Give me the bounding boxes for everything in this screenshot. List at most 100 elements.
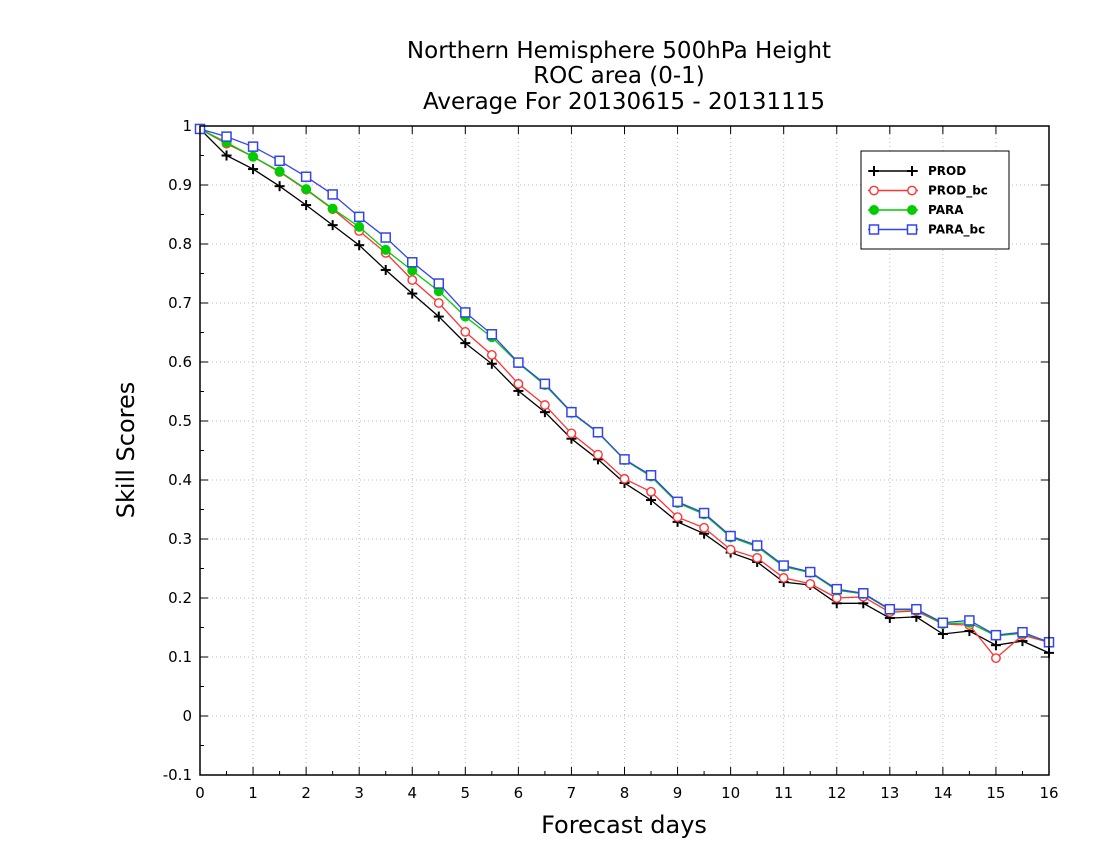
- data-point: [990, 629, 1002, 641]
- x-tick-label: 10: [721, 784, 740, 802]
- y-axis-label: Skill Scores: [112, 382, 140, 519]
- data-point: [540, 400, 550, 410]
- data-point: [751, 540, 763, 551]
- y-tick-label: 1: [182, 117, 192, 135]
- data-point: [539, 378, 551, 390]
- data-point: [248, 151, 259, 162]
- data-point: [354, 240, 365, 251]
- data-point: [778, 573, 789, 583]
- data-point: [301, 200, 312, 211]
- data-point: [593, 449, 603, 460]
- chart-title-line-3: Average For 20130615 - 20131115: [423, 89, 825, 115]
- legend-marker-left: [869, 185, 879, 196]
- legend-marker-right: [907, 205, 917, 215]
- y-tick-label: 0.9: [168, 176, 192, 194]
- data-point: [460, 307, 471, 318]
- y-tick-label: 0.3: [168, 530, 192, 548]
- x-tick-label: 3: [354, 784, 364, 802]
- axis-ticks: 0 1 2 3 4 5 6 7 8 9 10 11 12 13 14 15 16-0.100.10.20.30.…: [163, 117, 1059, 802]
- data-point: [380, 264, 391, 275]
- data-point: [964, 615, 975, 626]
- x-axis-label: Forecast days: [541, 811, 707, 839]
- data-point: [380, 244, 391, 255]
- y-tick-label: 0.2: [168, 589, 192, 607]
- data-point: [937, 628, 948, 639]
- x-tick-label: 5: [461, 784, 471, 802]
- data-point: [566, 406, 577, 418]
- data-point: [274, 155, 285, 167]
- data-point: [407, 288, 418, 299]
- data-point: [698, 507, 710, 519]
- x-tick-label: 6: [514, 784, 524, 802]
- data-point: [804, 566, 816, 578]
- y-tick-label: 0.5: [168, 412, 192, 430]
- legend-entry: PARA: [868, 203, 964, 217]
- x-tick-label: 14: [933, 784, 952, 802]
- data-point: [1017, 626, 1028, 638]
- data-point: [327, 220, 338, 231]
- data-point: [566, 428, 577, 439]
- data-point: [248, 164, 259, 175]
- legend-marker-right: [906, 224, 918, 235]
- data-point: [752, 552, 763, 563]
- data-point: [725, 530, 736, 542]
- x-tick-label: 0: [195, 784, 205, 802]
- data-point: [645, 470, 657, 481]
- x-tick-label: 11: [774, 784, 793, 802]
- data-point: [460, 338, 471, 349]
- data-point: [937, 617, 949, 629]
- x-tick-label: 2: [301, 784, 311, 802]
- legend-entry: PROD: [868, 164, 966, 178]
- data-point: [460, 327, 471, 337]
- data-point: [991, 653, 1001, 664]
- data-point: [221, 150, 232, 161]
- legend-marker-left: [869, 205, 879, 215]
- legend-label: PROD: [928, 164, 966, 178]
- data-point: [380, 232, 391, 243]
- x-tick-label: 12: [827, 784, 846, 802]
- x-tick-label: 8: [620, 784, 630, 802]
- series-para-bc: [194, 123, 1055, 648]
- data-point: [778, 560, 789, 571]
- data-point: [805, 578, 816, 589]
- data-point: [911, 603, 922, 615]
- data-point: [353, 211, 365, 223]
- data-point: [433, 311, 444, 322]
- data-point: [884, 603, 896, 615]
- data-point: [407, 257, 418, 268]
- y-tick-label: 0.4: [168, 471, 192, 489]
- legend-label: PARA_bc: [928, 223, 985, 238]
- legend-marker-right: [907, 185, 917, 196]
- data-point: [301, 184, 312, 195]
- data-point: [592, 426, 604, 438]
- y-tick-label: 0.6: [168, 353, 192, 371]
- x-tick-label: 9: [673, 784, 683, 802]
- x-tick-label: 15: [986, 784, 1005, 802]
- legend-label: PROD_bc: [928, 184, 988, 199]
- x-tick-label: 1: [248, 784, 258, 802]
- data-point: [327, 203, 338, 214]
- data-point: [247, 141, 259, 152]
- data-point: [619, 454, 630, 465]
- chart-title-line-2: ROC area (0-1): [533, 63, 705, 89]
- data-point: [619, 473, 630, 484]
- data-point: [646, 486, 656, 497]
- data-point: [354, 221, 365, 232]
- data-point: [486, 329, 498, 340]
- x-tick-label: 4: [407, 784, 417, 802]
- data-point: [327, 189, 338, 200]
- data-point: [513, 378, 524, 389]
- legend-label: PARA: [928, 203, 964, 217]
- data-point: [407, 275, 418, 285]
- legend: PROD PROD_bc PARA PARA_bc: [860, 150, 1010, 250]
- x-tick-label: 16: [1039, 784, 1058, 802]
- legend-marker-left: [869, 166, 879, 176]
- data-point: [486, 350, 497, 360]
- legend-box: [860, 150, 1010, 250]
- data-point: [699, 522, 709, 533]
- data-point: [725, 544, 736, 555]
- data-point: [672, 496, 683, 508]
- data-point: [274, 181, 285, 192]
